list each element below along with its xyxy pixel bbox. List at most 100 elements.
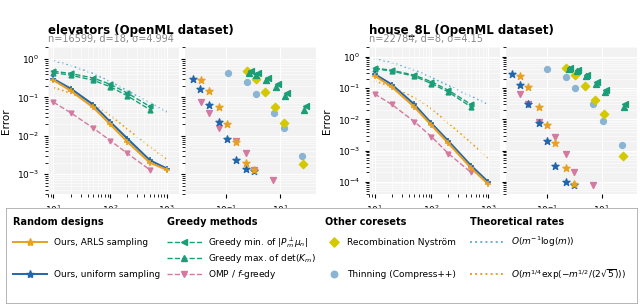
Point <box>550 141 560 146</box>
Point <box>601 88 611 93</box>
Point <box>214 119 225 124</box>
Point <box>618 104 628 109</box>
Point <box>598 118 608 123</box>
Point <box>570 86 580 91</box>
Point <box>618 154 628 159</box>
Text: elevators (OpenML dataset): elevators (OpenML dataset) <box>48 24 234 37</box>
Point <box>534 119 544 124</box>
Point <box>298 153 308 158</box>
Point <box>250 92 260 97</box>
Point <box>241 151 252 156</box>
Point <box>261 78 271 83</box>
Text: Recombination Nyström: Recombination Nyström <box>347 238 456 247</box>
Point <box>241 166 252 171</box>
Point <box>270 105 280 110</box>
Point <box>588 102 598 107</box>
Point <box>242 69 252 74</box>
Point <box>301 104 312 109</box>
Y-axis label: Error: Error <box>322 108 332 134</box>
Text: Theoretical rates: Theoretical rates <box>470 217 564 227</box>
Point <box>550 134 560 139</box>
Point <box>244 70 254 75</box>
Point <box>600 90 610 95</box>
Point <box>196 100 207 105</box>
Point <box>515 82 525 87</box>
Point <box>591 81 601 86</box>
Point <box>252 73 262 78</box>
Point <box>298 162 308 167</box>
Point <box>572 69 582 73</box>
Text: Other coresets: Other coresets <box>324 217 406 227</box>
Point <box>253 71 263 76</box>
Text: Ours, uniform sampling: Ours, uniform sampling <box>54 270 160 279</box>
Point <box>222 122 232 127</box>
Point <box>214 105 225 110</box>
Point <box>223 70 234 75</box>
Point <box>269 110 280 115</box>
Point <box>188 76 198 81</box>
Point <box>523 102 533 107</box>
Text: $O(m^{1/4}\exp(-m^{1/2}/(2\sqrt{5})))$: $O(m^{1/4}\exp(-m^{1/2}/(2\sqrt{5})))$ <box>511 267 625 282</box>
Point <box>561 65 572 70</box>
Point <box>196 78 207 83</box>
Point <box>204 102 214 107</box>
Point <box>590 97 600 102</box>
Point <box>204 110 214 115</box>
Point <box>569 170 579 175</box>
Point <box>515 91 525 96</box>
Point <box>299 107 309 112</box>
Point <box>250 167 260 172</box>
Text: n=16599, d=18, σ=4.994: n=16599, d=18, σ=4.994 <box>48 34 174 44</box>
Point <box>268 178 278 183</box>
Point <box>263 76 273 80</box>
Point <box>561 151 571 156</box>
Point <box>250 169 260 174</box>
X-axis label: Time: Time <box>237 221 263 231</box>
Point <box>230 139 241 144</box>
Text: Ours, ARLS sampling: Ours, ARLS sampling <box>54 238 148 247</box>
Text: Thinning (Compress++): Thinning (Compress++) <box>347 270 456 279</box>
Point <box>561 75 572 80</box>
Point <box>242 80 252 84</box>
Point <box>523 102 533 107</box>
Point <box>260 89 271 94</box>
Point <box>550 163 560 168</box>
Point <box>280 93 291 98</box>
Text: Greedy max. of $\det(K_m)$: Greedy max. of $\det(K_m)$ <box>208 252 316 265</box>
X-axis label: m: m <box>108 221 118 231</box>
Point <box>542 66 552 71</box>
Point <box>230 138 241 143</box>
Point <box>246 69 256 74</box>
Point <box>581 74 591 79</box>
Point <box>541 123 552 128</box>
Text: OMP / $f$-greedy: OMP / $f$-greedy <box>208 268 277 281</box>
X-axis label: m: m <box>429 221 440 231</box>
Point <box>523 84 533 89</box>
Y-axis label: Error: Error <box>1 108 11 134</box>
Point <box>507 72 517 76</box>
Point <box>598 111 609 116</box>
Point <box>278 125 289 130</box>
Point <box>250 76 260 81</box>
Text: Random designs: Random designs <box>13 217 103 227</box>
Point <box>282 91 292 95</box>
Point <box>561 179 571 184</box>
Point <box>222 136 232 141</box>
Point <box>329 240 339 245</box>
Point <box>273 82 283 87</box>
Point <box>329 272 339 277</box>
Point <box>561 166 571 170</box>
Text: $O(m^{-1}\log(m))$: $O(m^{-1}\log(m))$ <box>511 235 574 249</box>
Point <box>569 182 579 187</box>
Point <box>534 104 544 109</box>
Point <box>582 73 593 78</box>
Point <box>279 120 289 125</box>
Point <box>271 84 282 89</box>
Point <box>569 182 579 187</box>
Text: Greedy min. of $|P_m^\perp\mu_n|$: Greedy min. of $|P_m^\perp\mu_n|$ <box>208 235 308 250</box>
Point <box>241 160 252 165</box>
Point <box>541 139 552 144</box>
Point <box>620 102 630 107</box>
Point <box>214 125 225 130</box>
Point <box>565 65 575 70</box>
